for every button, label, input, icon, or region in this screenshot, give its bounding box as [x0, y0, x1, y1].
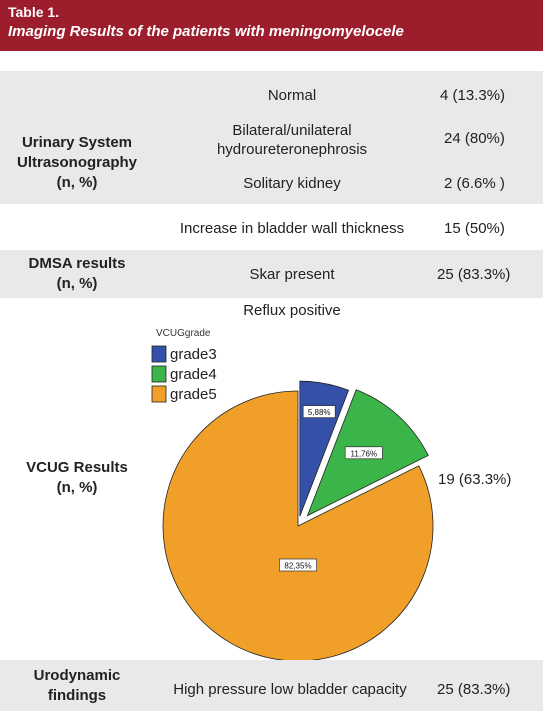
legend: grade3 grade4 grade5 [151, 345, 217, 403]
value-skar: 25 (83.3%) [437, 266, 511, 283]
pie-slices [162, 380, 434, 662]
spacer-band [0, 51, 543, 71]
dmsa-label-line2: (n, %) [56, 275, 98, 292]
value-bladder-wall: 15 (50%) [444, 220, 505, 237]
urodynamic-label: Urodynamic findings [2, 666, 152, 706]
vcug-label-line1: VCUG Results [26, 459, 128, 476]
finding-solitary-kidney: Solitary kidney [243, 175, 341, 192]
dmsa-band [0, 250, 543, 298]
table-header: Table 1. Imaging Results of the patients… [0, 0, 543, 51]
finding-bladder-wall: Increase in bladder wall thickness [179, 220, 405, 237]
urodynamic-label-line2: findings [47, 687, 107, 704]
pie-label-box-grade5 [279, 558, 317, 572]
finding-normal: Normal [267, 87, 317, 104]
dmsa-label: DMSA results (n, %) [2, 254, 152, 294]
legend-swatch-grade3 [151, 345, 167, 363]
finding-reflux: Reflux positive [243, 302, 341, 319]
urinary-label-line1: Urinary System [21, 134, 133, 151]
finding-hydro-line2: hydroureteronephrosis [216, 141, 368, 158]
pie-label-box-grade4 [344, 446, 383, 460]
legend-swatch-grade4 [151, 365, 167, 383]
pie-value-label-grade3: 5,88% [308, 408, 331, 417]
urodynamic-label-line1: Urodynamic [33, 667, 121, 684]
pie-slice-grade5 [162, 390, 434, 662]
pie-value-label-grade5: 82,35% [284, 562, 311, 571]
legend-swatch-grade5 [151, 385, 167, 403]
urinary-label-line2: Ultrasonography [16, 154, 137, 171]
table-title: Imaging Results of the patients with men… [8, 23, 404, 40]
pie-value-labels: 5,88% 11,76% 82,35% [279, 405, 383, 572]
legend-label-grade5: grade5 [170, 386, 217, 403]
legend-label-grade3: grade3 [170, 346, 217, 363]
bladder-row-band [0, 204, 543, 250]
finding-hydroureteronephrosis: Bilateral/unilateral hydroureteronephros… [158, 121, 426, 159]
legend-label-grade4: grade4 [170, 366, 217, 383]
value-high-pressure: 25 (83.3%) [437, 681, 511, 698]
finding-high-pressure: High pressure low bladder capacity [173, 681, 407, 698]
urinary-label-line3: (n, %) [56, 174, 98, 191]
pie-svg: VCUGgrade grade3 grade4 grade5 5,88% 11,76%… [151, 328, 434, 662]
vcug-pie-chart: VCUGgrade grade3 grade4 grade5 5,88% 11,76%… [146, 320, 435, 662]
urinary-band [0, 71, 543, 204]
value-hydroureteronephrosis: 24 (80%) [444, 130, 505, 147]
legend-title: VCUGgrade [156, 328, 211, 339]
urodynamic-band [0, 660, 543, 711]
pie-value-label-grade4: 11,76% [351, 449, 378, 458]
vcug-label-line2: (n, %) [56, 479, 98, 496]
value-normal: 4 (13.3%) [440, 87, 506, 104]
finding-skar: Skar present [249, 266, 335, 283]
finding-hydro-line1: Bilateral/unilateral [232, 122, 352, 139]
urinary-label: Urinary System Ultrasonography (n, %) [2, 133, 152, 193]
vcug-label: VCUG Results (n, %) [2, 458, 152, 498]
table-number: Table 1. [8, 4, 60, 20]
value-solitary-kidney: 2 (6.6% ) [444, 175, 505, 192]
value-reflux: 19 (63.3%) [438, 471, 512, 488]
pie-label-box-grade3 [302, 405, 336, 419]
dmsa-label-line1: DMSA results [28, 255, 126, 272]
